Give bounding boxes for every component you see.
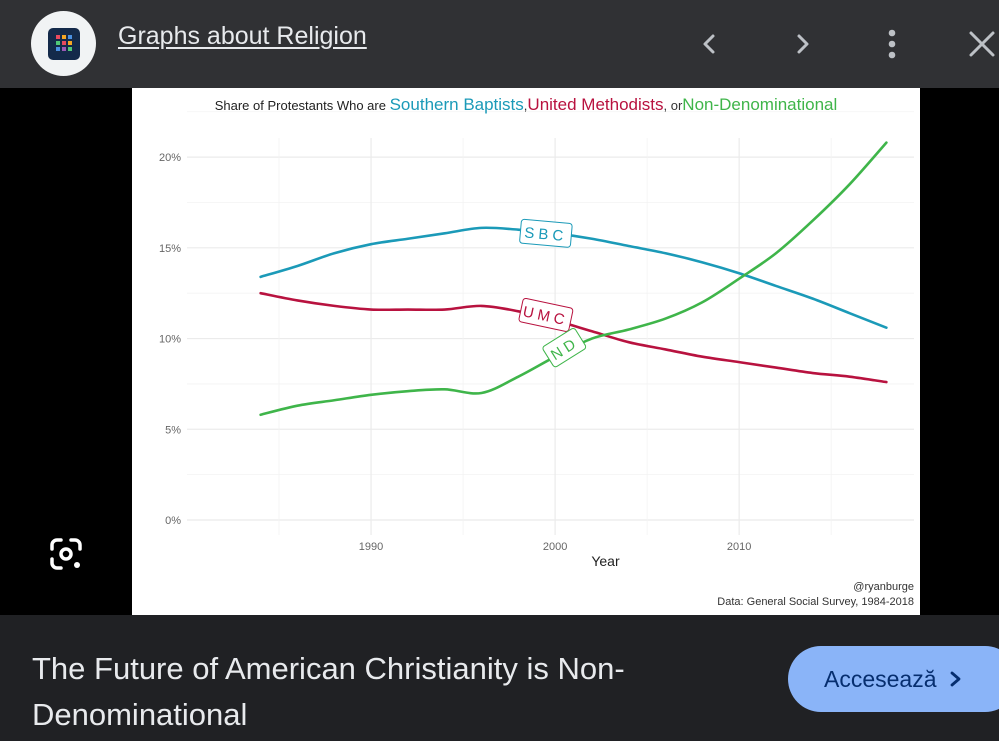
- close-icon: [969, 31, 995, 57]
- chart-image: Share of Protestants Who are Southern Ba…: [132, 88, 920, 615]
- x-tick-label: 2000: [543, 541, 567, 553]
- chart-title-part: ,: [524, 98, 528, 113]
- series-line-nd: [259, 141, 888, 417]
- series-label-box: [518, 297, 574, 332]
- y-tick-label: 15%: [159, 243, 181, 255]
- series-line-umc: [259, 291, 888, 384]
- chevron-right-icon: [950, 671, 960, 687]
- chevron-right-icon: [797, 34, 809, 54]
- chart-credit: @ryanburge: [853, 581, 914, 593]
- x-axis-label: Year: [591, 553, 620, 569]
- previous-button[interactable]: [680, 14, 740, 74]
- chart-grid: [187, 111, 914, 535]
- chart-axes: 0% 5% 10% 15% 20% 1990 2000 2010 Year: [159, 152, 751, 569]
- y-tick-label: 20%: [159, 152, 181, 164]
- chart-title-text: Share of Protestants Who are Southern Ba…: [215, 95, 838, 114]
- chart-source: Data: General Social Survey, 1984-2018: [717, 596, 914, 608]
- series-label-box: [542, 328, 587, 368]
- image-caption[interactable]: The Future of American Christianity is N…: [32, 651, 625, 732]
- chevron-left-icon: [703, 34, 715, 54]
- series-line-sbc: [259, 226, 888, 329]
- series-label-umc: UMC: [518, 297, 574, 332]
- google-lens-icon: [50, 538, 82, 570]
- image-preview: Share of Protestants Who are Southern Ba…: [0, 88, 999, 615]
- x-tick-label: 1990: [359, 541, 383, 553]
- line-chart: Share of Protestants Who are Southern Ba…: [159, 95, 914, 608]
- chart-title-part: Southern Baptists: [390, 95, 524, 114]
- next-button[interactable]: [772, 14, 832, 74]
- site-logo[interactable]: [31, 11, 96, 76]
- series-label-box: [519, 218, 573, 248]
- more-options-button[interactable]: [862, 14, 922, 74]
- site-title-link[interactable]: Graphs about Religion: [118, 22, 367, 50]
- graphs-about-religion-logo-icon: [47, 27, 80, 60]
- google-lens-button[interactable]: [44, 532, 88, 576]
- header-bar: Graphs about Religion: [0, 0, 999, 88]
- series-label-sbc: SBC: [519, 218, 573, 248]
- close-button[interactable]: [952, 14, 999, 74]
- chart-title-part: United Methodists: [527, 95, 663, 114]
- chart-series: [259, 141, 888, 417]
- y-tick-label: 5%: [165, 424, 181, 436]
- visit-button[interactable]: Accesează: [788, 646, 999, 712]
- visit-button-label: Accesează: [824, 665, 937, 692]
- more-vert-icon: [888, 29, 896, 59]
- series-label-nd: ND: [542, 328, 587, 368]
- chart-title-part: , or: [664, 98, 683, 113]
- chart-title-prefix: Share of Protestants Who are: [215, 98, 390, 113]
- y-tick-label: 10%: [159, 334, 181, 346]
- series-label-text: SBC: [524, 224, 568, 245]
- chart-title: Share of Protestants Who are Southern Ba…: [215, 95, 838, 114]
- x-tick-label: 2010: [727, 541, 751, 553]
- chart-title-part: Non-Denominational: [682, 95, 837, 114]
- y-tick-label: 0%: [165, 515, 181, 527]
